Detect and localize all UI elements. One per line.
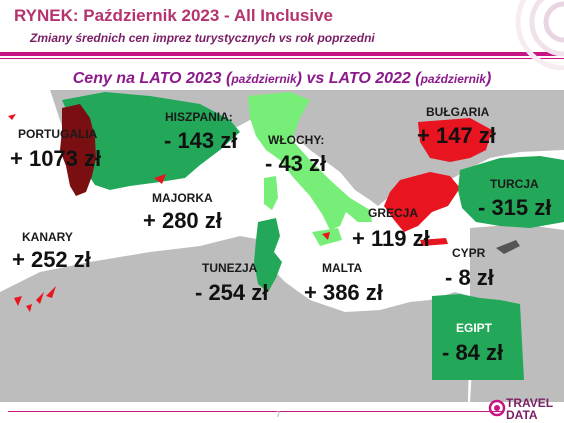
sardinia-shape — [264, 176, 278, 210]
tunisia-shape — [254, 218, 282, 292]
region-value-hiszpania: - 143 zł — [164, 128, 238, 153]
region-label-malta: MALTA — [322, 261, 363, 275]
logo-text-travel: TRAVEL — [506, 396, 554, 410]
region-label-majorka: MAJORKA — [152, 191, 213, 205]
africa-land — [0, 236, 470, 402]
region-label-wlochy: WŁOCHY: — [268, 133, 325, 147]
region-label-cypr: CYPR — [452, 246, 486, 260]
majorca-shape — [154, 174, 166, 184]
region-label-turcja: TURCJA — [490, 177, 539, 191]
region-value-malta: + 386 zł — [304, 280, 383, 305]
portugal-shape — [60, 104, 96, 196]
region-value-kanary: + 252 zł — [12, 247, 91, 272]
canary-island-2 — [26, 304, 32, 312]
map — [0, 90, 564, 402]
comparison-part2: październik — [231, 72, 297, 86]
malta-shape — [322, 232, 330, 240]
page-title: RYNEK: Październik 2023 - All Inclusive — [14, 6, 334, 25]
region-value-portugalia: + 1073 zł — [10, 146, 102, 171]
comparison-part4: październik — [420, 72, 486, 86]
region-label-portugalia: PORTUGALIA — [18, 127, 98, 141]
italy-shape — [248, 92, 372, 230]
header-band-thin — [0, 58, 564, 59]
page-subtitle: Zmiany średnich cen imprez turystycznych… — [30, 31, 375, 45]
region-label-kanary: KANARY — [22, 230, 73, 244]
canary-island-1 — [14, 296, 22, 306]
region-value-egipt: - 84 zł — [442, 340, 504, 365]
cyprus-shape — [496, 240, 520, 254]
region-value-wlochy: - 43 zł — [265, 151, 327, 176]
region-value-grecja: + 119 zł — [352, 226, 430, 251]
canary-island-3 — [36, 292, 44, 304]
crete-shape — [420, 238, 448, 246]
comparison-heading: Ceny na LATO 2023 (październik) vs LATO … — [0, 70, 564, 88]
region-label-egipt: EGIPT — [456, 321, 493, 335]
region-label-bulgaria: BUŁGARIA — [426, 105, 490, 119]
region-value-majorka: + 280 zł — [143, 208, 222, 233]
decorative-rings — [515, 0, 564, 70]
small-island — [8, 114, 16, 120]
region-value-tunezja: - 254 zł — [195, 280, 269, 305]
page-number: 7 — [276, 410, 281, 419]
greece-shape — [384, 172, 460, 232]
turkey-shape — [458, 156, 564, 228]
region-value-cypr: - 8 zł — [445, 265, 494, 290]
region-value-bulgaria: + 147 zł — [417, 123, 496, 148]
region-label-tunezja: TUNEZJA — [202, 261, 258, 275]
footer-divider — [8, 411, 504, 412]
canary-island-4 — [46, 286, 56, 298]
logo-text-data: DATA — [506, 408, 538, 422]
spain-shape — [62, 92, 240, 190]
travel-data-logo: TRAVEL DATA — [488, 393, 560, 421]
balkans-land — [300, 100, 420, 196]
bulgaria-shape — [418, 118, 492, 162]
region-label-hiszpania: HISZPANIA: — [165, 110, 233, 124]
logo-icon — [488, 399, 506, 417]
egypt-shape — [432, 294, 524, 380]
comparison-part3: ) vs LATO 2022 ( — [296, 70, 421, 87]
comparison-part5: ) — [485, 70, 492, 87]
comparison-part1: Ceny na LATO 2023 ( — [72, 70, 232, 87]
region-label-grecja: GRECJA — [368, 206, 419, 220]
region-value-turcja: - 315 zł — [478, 195, 552, 220]
header-band — [0, 52, 564, 56]
